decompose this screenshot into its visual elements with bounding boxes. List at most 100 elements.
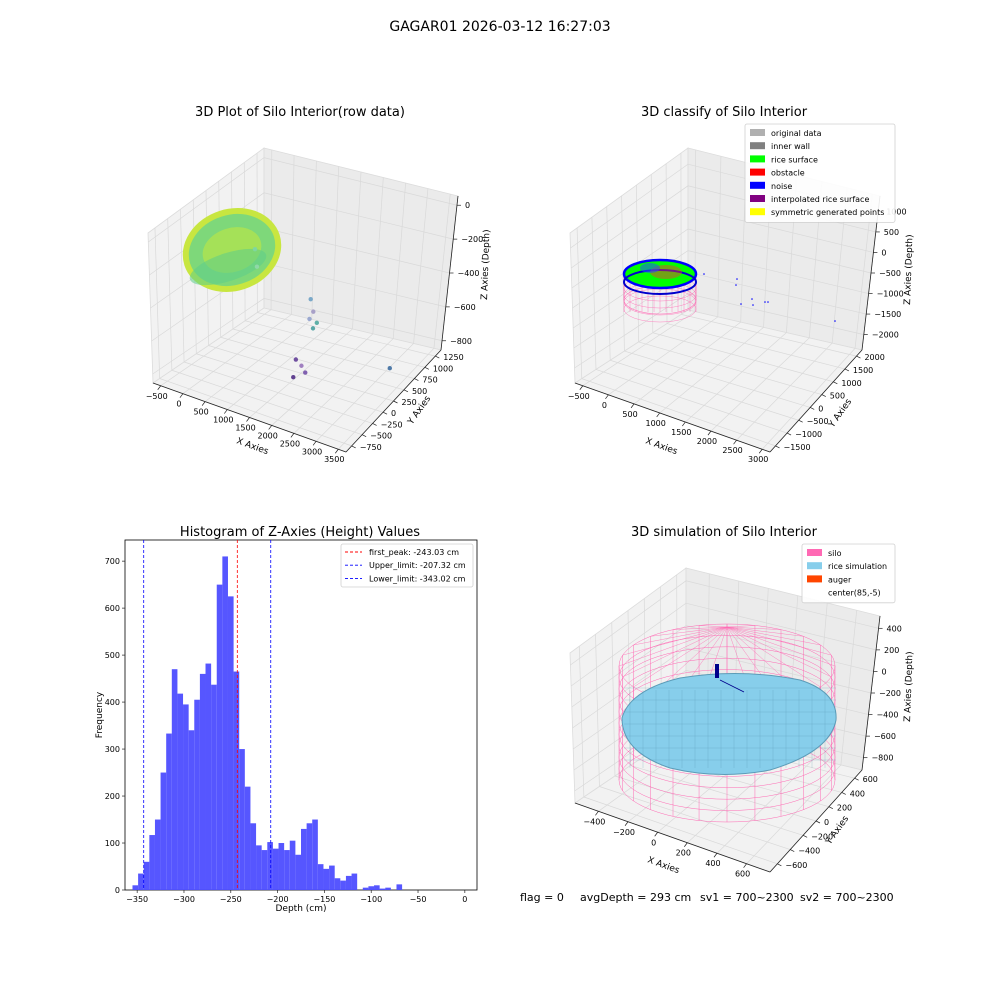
- sim-title: 3D simulation of Silo Interior: [631, 525, 818, 540]
- x-tick-label: 0: [651, 838, 656, 847]
- y-tick-mark: [394, 401, 398, 403]
- y-tick-mark: [855, 778, 859, 780]
- z-tick-label: −400: [458, 269, 480, 278]
- legend-label: inner wall: [771, 142, 810, 151]
- y-tick-label: −400: [798, 847, 820, 856]
- hist-y-tick-label: 300: [105, 745, 120, 754]
- hist-bar: [166, 734, 172, 890]
- hist-bar: [211, 685, 217, 890]
- x-tick-label: 500: [193, 408, 208, 417]
- footer-sv1: sv1 = 700~2300: [700, 891, 794, 904]
- panel-raw-3d: 3D Plot of Silo Interior(row data) −5000…: [146, 105, 493, 464]
- outlier-point: [315, 321, 319, 325]
- hist-bar: [323, 869, 329, 890]
- x-tick-label: 3000: [302, 447, 322, 456]
- hist-bar: [385, 888, 391, 890]
- hist-bar: [149, 835, 155, 890]
- z-tick-label: −800: [871, 754, 893, 763]
- hist-bar: [239, 749, 245, 890]
- outlier-point: [309, 297, 313, 301]
- hist-bar: [177, 694, 183, 890]
- legend-label: original data: [771, 129, 822, 138]
- y-tick-label: 400: [850, 789, 865, 798]
- x-tick-label: −500: [146, 392, 168, 401]
- x-tick-mark: [580, 386, 583, 390]
- hist-x-tick-label: −150: [313, 895, 335, 904]
- legend-label: noise: [771, 182, 792, 191]
- y-tick-label: 0: [824, 818, 829, 827]
- x-tick-mark: [605, 395, 608, 399]
- outlier-point: [294, 357, 298, 361]
- hist-bar: [363, 888, 369, 890]
- hist-x-tick-label: −100: [360, 895, 382, 904]
- x-tick-mark: [247, 418, 250, 422]
- y-tick-mark: [425, 367, 429, 369]
- legend-label: obstacle: [771, 169, 805, 178]
- hist-y-tick-label: 600: [105, 604, 120, 613]
- y-tick-mark: [352, 446, 356, 448]
- y-tick-label: −250: [381, 420, 403, 429]
- hist-x-tick-label: −250: [220, 895, 242, 904]
- legend-label: interpolated rice surface: [771, 195, 869, 204]
- hist-bar: [279, 843, 285, 890]
- x-tick-label: 400: [705, 859, 720, 868]
- noise-point: [752, 304, 754, 306]
- x-tick-label: −400: [583, 817, 605, 826]
- x-tick-mark: [708, 431, 711, 435]
- classify-zlabel: Z Axies (Depth): [903, 234, 915, 305]
- hist-bar: [250, 823, 256, 890]
- z-tick-label: −2000: [872, 331, 899, 340]
- y-tick-label: 200: [837, 804, 852, 813]
- legend-swatch: [750, 155, 765, 162]
- hist-bar: [374, 885, 380, 890]
- x-tick-label: 2000: [697, 437, 717, 446]
- hist-x-tick-label: −50: [410, 895, 427, 904]
- x-tick-mark: [684, 843, 687, 847]
- sim-xlabel: X Axies: [646, 855, 681, 876]
- legend-label: center(85,-5): [828, 589, 881, 598]
- z-tick-label: 0: [881, 248, 886, 257]
- hist-bar: [132, 885, 138, 890]
- legend-label: symmetric generated points: [771, 208, 884, 217]
- sim-zlabel: Z Axies (Depth): [903, 651, 915, 722]
- y-tick-mark: [776, 446, 780, 448]
- hist-y-tick-label: 700: [105, 557, 120, 566]
- noise-point: [764, 301, 766, 303]
- x-tick-mark: [759, 449, 762, 453]
- hist-bar: [217, 585, 223, 890]
- z-tick-label: −400: [876, 711, 898, 720]
- hist-bar: [206, 664, 212, 890]
- x-tick-label: 1000: [213, 416, 233, 425]
- x-tick-mark: [657, 413, 660, 417]
- hist-y-tick-label: 400: [105, 698, 120, 707]
- z-tick-label: 400: [887, 624, 902, 633]
- legend-label: Upper_limit: -207.32 cm: [369, 561, 466, 570]
- x-tick-label: 1500: [235, 424, 255, 433]
- y-tick-label: 250: [402, 398, 417, 407]
- hist-bar: [222, 556, 228, 890]
- hist-bar: [189, 730, 195, 890]
- y-tick-mark: [383, 412, 387, 414]
- z-tick-label: −500: [879, 269, 901, 278]
- outlier-point: [307, 317, 311, 321]
- noise-point: [740, 303, 742, 305]
- panel-classify-3d: 3D classify of Silo Interior −5000500100…: [568, 105, 916, 464]
- x-tick-mark: [682, 422, 685, 426]
- noise-point: [735, 284, 737, 286]
- x-tick-label: 1500: [671, 428, 691, 437]
- y-tick-mark: [373, 423, 377, 425]
- hist-y-tick-label: 200: [105, 792, 120, 801]
- legend-swatch: [750, 208, 765, 215]
- z-tick-label: 200: [884, 646, 899, 655]
- y-tick-mark: [842, 792, 846, 794]
- y-tick-label: 750: [422, 376, 437, 385]
- hist-bar: [144, 862, 150, 890]
- hist-bar: [312, 820, 318, 890]
- x-tick-mark: [291, 433, 294, 437]
- hist-y-tick-label: 500: [105, 651, 120, 660]
- hist-bar: [194, 700, 200, 890]
- x-tick-label: 600: [735, 870, 750, 879]
- hist-bar: [352, 874, 358, 890]
- z-tick-label: −600: [874, 732, 896, 741]
